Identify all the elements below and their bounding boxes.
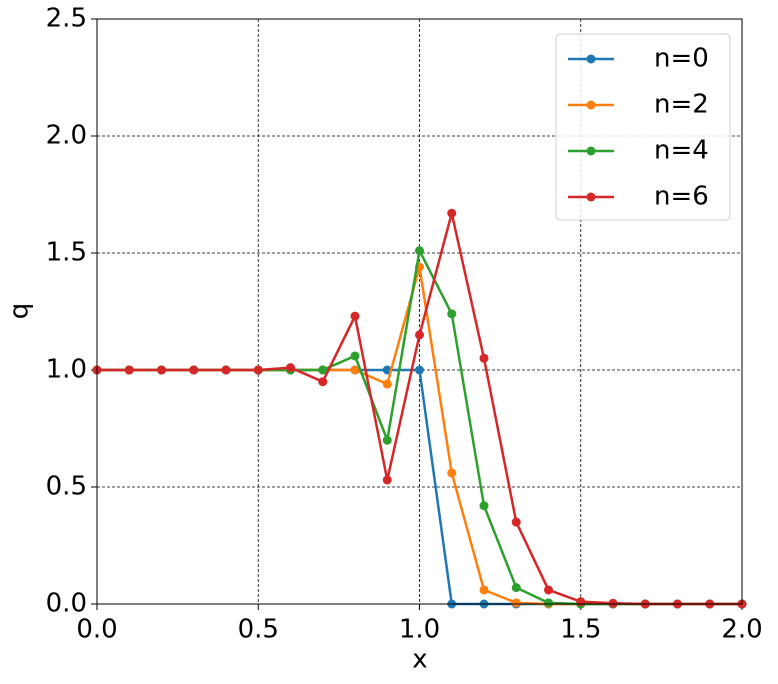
- legend-marker: [586, 100, 596, 110]
- x-tick-label: 1.0: [399, 615, 440, 645]
- y-tick-label: 1.0: [46, 355, 87, 385]
- marker: [608, 598, 618, 608]
- marker: [447, 468, 457, 478]
- marker: [447, 208, 457, 218]
- y-tick-label: 0.0: [46, 589, 87, 619]
- x-tick-label: 1.5: [560, 615, 601, 645]
- marker: [189, 365, 199, 375]
- x-tick-label: 2.0: [721, 615, 762, 645]
- marker: [221, 365, 231, 375]
- marker: [544, 585, 553, 595]
- marker: [511, 598, 521, 608]
- marker: [157, 365, 166, 375]
- marker: [447, 309, 457, 319]
- legend-marker: [586, 146, 596, 156]
- marker: [415, 246, 424, 256]
- legend-marker: [586, 54, 596, 64]
- marker: [124, 365, 134, 375]
- y-tick-label: 2.0: [46, 121, 87, 151]
- y-tick-label: 1.5: [46, 238, 87, 268]
- marker: [350, 351, 360, 361]
- x-tick-label: 0.5: [238, 615, 279, 645]
- y-tick-label: 2.5: [46, 4, 87, 34]
- marker: [382, 475, 392, 485]
- marker: [318, 377, 328, 387]
- marker: [479, 501, 489, 511]
- marker: [318, 365, 328, 375]
- marker: [253, 365, 263, 375]
- x-axis-label: x: [412, 645, 427, 675]
- marker: [511, 583, 521, 593]
- marker: [544, 598, 553, 608]
- marker: [286, 363, 295, 373]
- marker: [415, 365, 424, 375]
- marker: [479, 585, 489, 595]
- legend-label: n=2: [654, 90, 709, 120]
- marker: [382, 435, 392, 445]
- marker: [350, 365, 360, 375]
- plot-frame: [96, 18, 743, 605]
- marker: [576, 597, 586, 607]
- legend-label: n=0: [654, 44, 709, 74]
- legend-label: n=6: [654, 182, 709, 212]
- marker: [382, 379, 392, 389]
- legend-box: [555, 33, 731, 221]
- marker: [479, 353, 489, 363]
- legend-marker: [586, 192, 596, 202]
- marker: [350, 311, 360, 321]
- legend-label: n=4: [654, 136, 709, 166]
- marker: [511, 517, 521, 527]
- y-axis-label: q: [5, 303, 35, 320]
- marker: [415, 330, 424, 340]
- y-tick-label: 0.5: [46, 472, 87, 502]
- x-tick-label: 0.0: [76, 615, 117, 645]
